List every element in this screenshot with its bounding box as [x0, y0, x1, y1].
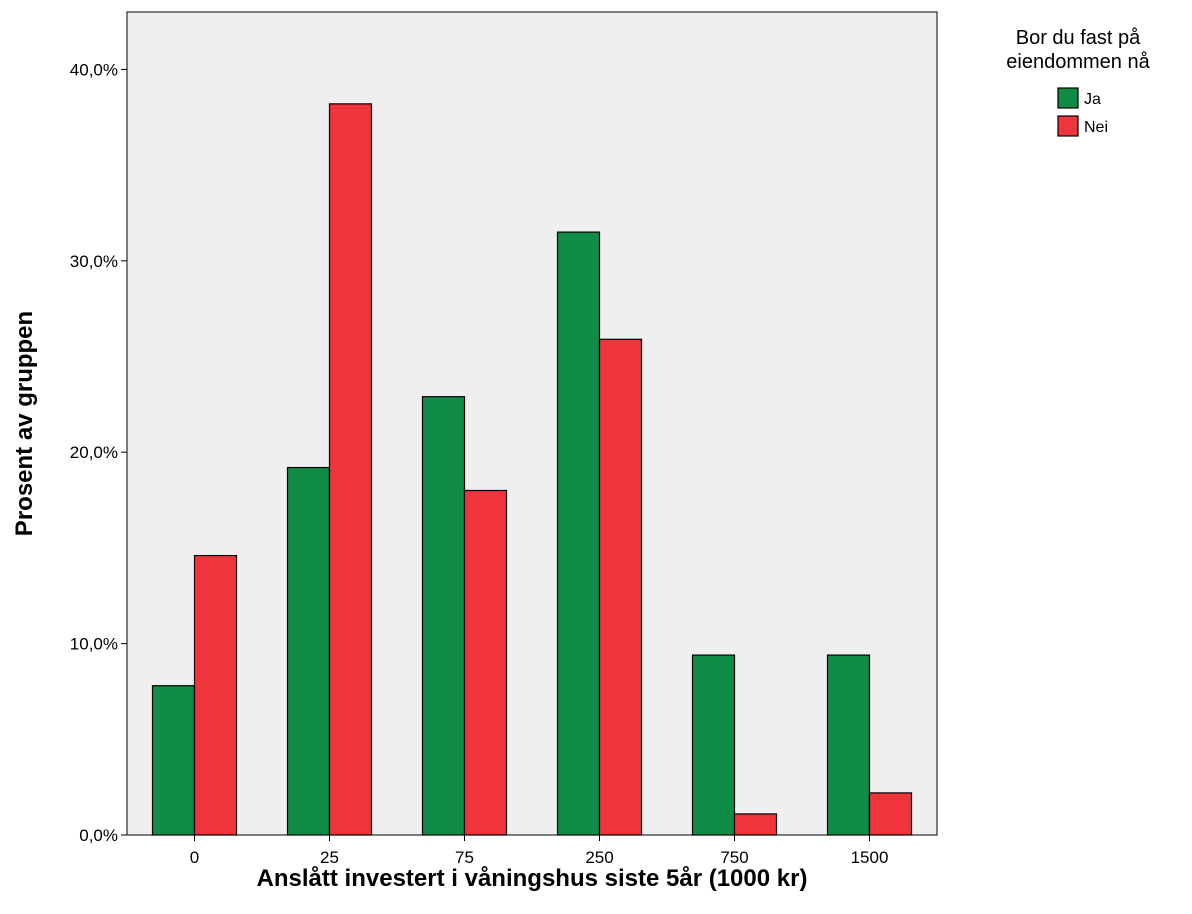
plot-area: [126, 11, 938, 836]
bar-nei-1500: [868, 792, 913, 836]
legend-swatch-nei: [1057, 115, 1079, 137]
legend-swatch-ja: [1057, 87, 1079, 109]
x-tick-label-1500: 1500: [851, 848, 889, 867]
y-tick-label: 0,0%: [79, 826, 118, 845]
bars: [151, 103, 913, 836]
y-axis-title: Prosent av gruppen: [11, 311, 38, 536]
bar-ja-25: [286, 466, 331, 836]
legend-label-nei: Nei: [1084, 119, 1108, 136]
y-axis: 0,0% 10,0% 20,0% 30,0% 40,0%: [70, 12, 128, 845]
bar-ja-75: [421, 396, 466, 836]
x-axis: 0 25 75 250 750 1500: [127, 834, 937, 867]
y-tick-label: 30,0%: [70, 252, 118, 271]
bar-ja-1500: [826, 654, 871, 836]
legend: Bor du fast på eiendommen nå Ja Nei: [1006, 27, 1151, 137]
bar-nei-25: [328, 103, 373, 836]
x-axis-title: Anslått investert i våningshus siste 5år…: [257, 865, 808, 892]
x-tick-label-0: 0: [190, 848, 199, 867]
x-tick-label-750: 750: [720, 848, 748, 867]
bar-nei-0: [193, 554, 238, 836]
legend-title-line: eiendommen nå: [1006, 51, 1150, 73]
x-tick-label-75: 75: [455, 848, 474, 867]
y-tick-label: 10,0%: [70, 635, 118, 654]
bar-ja-250: [556, 231, 601, 836]
y-tick-label: 40,0%: [70, 60, 118, 79]
legend-label-ja: Ja: [1084, 91, 1101, 108]
y-tick-label: 20,0%: [70, 443, 118, 462]
bar-nei-750: [733, 813, 778, 836]
bar-nei-75: [463, 489, 508, 836]
bar-ja-750: [691, 654, 736, 836]
x-tick-label-250: 250: [585, 848, 613, 867]
legend-title-line: Bor du fast på: [1016, 27, 1141, 49]
bar-ja-0: [151, 685, 196, 836]
bar-nei-250: [598, 338, 643, 836]
x-tick-label-25: 25: [320, 848, 339, 867]
